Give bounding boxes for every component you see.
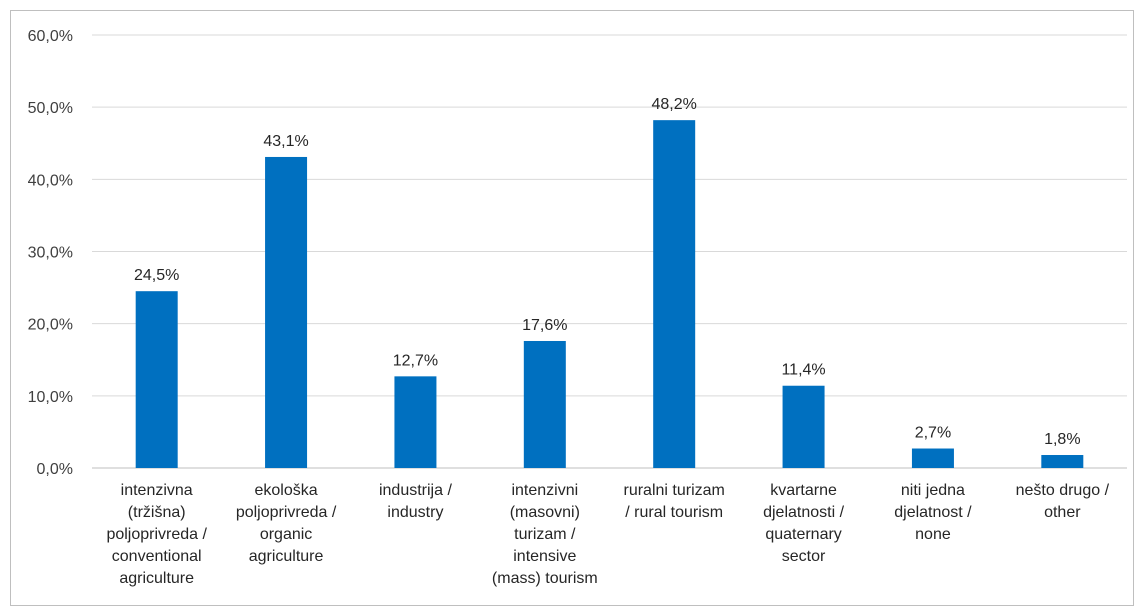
bar (135, 291, 178, 468)
x-category-line: (mass) tourism (492, 570, 598, 587)
y-tick-label: 50,0% (28, 100, 73, 117)
bar-chart: 0,0% 10,0% 20,0% 30,0% 40,0% 50,0% 60,0% 24,5%… (28, 28, 1127, 587)
x-category-line: other (1044, 504, 1081, 521)
y-axis-ticks: 0,0% 10,0% 20,0% 30,0% 40,0% 50,0% 60,0% (28, 28, 73, 478)
x-category-label: intenzivni (masovni) turizam / intensive (ma… (492, 482, 598, 587)
x-category-line: intenzivni (511, 482, 578, 499)
bar (1041, 455, 1084, 468)
x-category-label: intenzivna (tržišna) poljoprivreda / conven… (106, 482, 207, 587)
x-category-line: djelatnost / (894, 504, 972, 521)
data-label: 43,1% (263, 133, 308, 150)
x-category-label: niti jedna djelatnost / none (894, 482, 972, 543)
x-category-line: industry (387, 504, 443, 521)
x-category-line: organic (260, 526, 312, 543)
data-label: 2,7% (915, 425, 951, 442)
bar (394, 376, 437, 468)
x-axis-categories: intenzivna (tržišna) poljoprivreda / conven… (106, 482, 1109, 587)
gridlines (92, 34, 1127, 469)
y-tick-label: 20,0% (28, 317, 73, 334)
x-category-line: ekološka (254, 482, 317, 499)
x-category-line: agriculture (249, 548, 324, 565)
x-category-line: / rural tourism (625, 504, 723, 521)
x-category-line: quaternary (765, 526, 842, 543)
data-labels: 24,5% 43,1% 12,7% 17,6% 48,2% 11,4% 2,7% 1,8% (134, 96, 1081, 448)
x-category-line: intensive (513, 548, 576, 565)
y-tick-label: 60,0% (28, 28, 73, 45)
data-label: 17,6% (522, 317, 567, 334)
data-label: 48,2% (652, 96, 697, 113)
bar (523, 340, 566, 468)
data-label: 12,7% (393, 352, 438, 369)
x-category-line: (masovni) (510, 504, 580, 521)
bar (653, 120, 696, 468)
bars (135, 120, 1084, 468)
x-category-line: poljoprivreda / (236, 504, 337, 521)
chart-frame: 0,0% 10,0% 20,0% 30,0% 40,0% 50,0% 60,0% 24,5%… (10, 10, 1134, 606)
x-category-line: nešto drugo / (1016, 482, 1110, 499)
y-tick-label: 40,0% (28, 172, 73, 189)
x-category-line: conventional (112, 548, 202, 565)
x-category-label: industrija / industry (379, 482, 452, 521)
bar (265, 156, 308, 468)
x-category-label: ekološka poljoprivreda / organic agricultur… (236, 482, 337, 565)
x-category-line: niti jedna (901, 482, 965, 499)
y-tick-label: 30,0% (28, 245, 73, 262)
x-category-line: agriculture (119, 570, 194, 587)
x-category-line: (tržišna) (128, 504, 186, 521)
bar (782, 385, 825, 468)
x-category-line: turizam / (514, 526, 576, 543)
x-category-line: kvartarne (770, 482, 837, 499)
x-category-line: none (915, 526, 951, 543)
x-category-label: nešto drugo / other (1016, 482, 1110, 521)
data-label: 1,8% (1044, 431, 1080, 448)
x-category-label: ruralni turizam / rural tourism (624, 482, 725, 521)
y-tick-label: 0,0% (37, 461, 73, 478)
x-category-line: industrija / (379, 482, 452, 499)
y-tick-label: 10,0% (28, 389, 73, 406)
x-category-line: djelatnosti / (763, 504, 844, 521)
x-category-line: intenzivna (121, 482, 193, 499)
x-category-line: poljoprivreda / (106, 526, 207, 543)
bar (911, 448, 954, 468)
data-label: 11,4% (781, 362, 825, 379)
data-label: 24,5% (134, 267, 179, 284)
x-category-line: sector (782, 548, 826, 565)
x-category-line: ruralni turizam (624, 482, 725, 499)
x-category-label: kvartarne djelatnosti / quaternary sector (763, 482, 844, 565)
